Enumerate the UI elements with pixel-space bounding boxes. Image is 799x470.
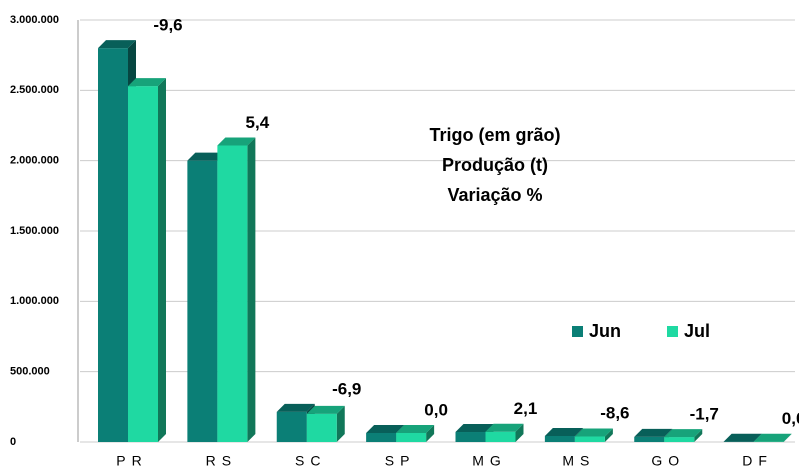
bar-top — [366, 424, 405, 433]
bar — [664, 437, 695, 442]
annotation: 0,0 — [424, 400, 448, 419]
bar-side — [515, 423, 524, 442]
bar — [98, 48, 128, 443]
bar — [187, 160, 218, 442]
bar — [276, 411, 307, 442]
x-tick-label: PR — [116, 453, 147, 469]
legend-label: Jun — [589, 321, 621, 341]
bar-side — [158, 78, 166, 442]
y-tick-label: 1.500.000 — [10, 225, 59, 237]
bar — [396, 432, 427, 442]
bar — [634, 436, 665, 442]
bar-side — [426, 424, 435, 442]
annotation: -6,9 — [332, 379, 361, 398]
bar-top — [485, 423, 524, 432]
annotation: -1,7 — [690, 404, 719, 423]
bar-top — [753, 433, 792, 442]
bar — [485, 431, 516, 442]
bar — [366, 432, 397, 442]
annotation: 0,0 — [782, 409, 799, 428]
bar-top — [187, 152, 226, 161]
bar-side — [783, 433, 792, 442]
bar-top — [128, 78, 166, 87]
annotation: 2,1 — [514, 399, 538, 418]
bar — [574, 436, 605, 442]
bar-top — [306, 405, 345, 414]
legend-swatch — [667, 326, 678, 337]
annotation: 5,4 — [246, 113, 270, 132]
bar-top — [276, 403, 315, 412]
y-tick-label: 3.000.000 — [10, 14, 59, 26]
bar-side — [694, 429, 703, 442]
annotation: -8,6 — [600, 403, 629, 422]
x-tick-label: GO — [651, 453, 685, 469]
bar — [455, 432, 486, 442]
y-tick-label: 2.500.000 — [10, 84, 59, 96]
x-tick-label: SC — [295, 453, 326, 469]
y-tick-label: 0 — [10, 436, 16, 448]
y-tick-label: 500.000 — [10, 366, 50, 378]
bar-top — [634, 428, 673, 437]
bar-top — [98, 40, 136, 49]
x-tick-label: MS — [562, 453, 595, 469]
bar-top — [544, 427, 583, 436]
bar-side — [247, 137, 256, 442]
bar — [217, 145, 248, 442]
y-tick-label: 1.000.000 — [10, 295, 59, 307]
bar-top — [664, 429, 703, 438]
bar-top — [574, 428, 613, 437]
bar-top — [723, 433, 762, 442]
chart-title: Trigo (em grão) — [429, 125, 560, 145]
chart-title: Variação % — [447, 185, 542, 205]
x-tick-label: RS — [206, 453, 237, 469]
legend-label: Jul — [684, 321, 710, 341]
x-tick-label: SP — [385, 453, 416, 469]
x-tick-label: DF — [742, 453, 773, 469]
legend-swatch — [572, 326, 583, 337]
bar-side — [604, 428, 613, 442]
chart-title: Produção (t) — [442, 155, 548, 175]
annotation: -9,6 — [153, 16, 182, 35]
y-tick-label: 2.000.000 — [10, 155, 59, 167]
x-tick-label: MG — [472, 453, 507, 469]
bar-side — [336, 405, 345, 442]
bar-top — [455, 424, 494, 433]
bar — [306, 413, 337, 442]
bar-top — [396, 424, 435, 433]
bar-top — [217, 137, 256, 146]
bar — [128, 86, 158, 442]
bar — [544, 435, 575, 442]
